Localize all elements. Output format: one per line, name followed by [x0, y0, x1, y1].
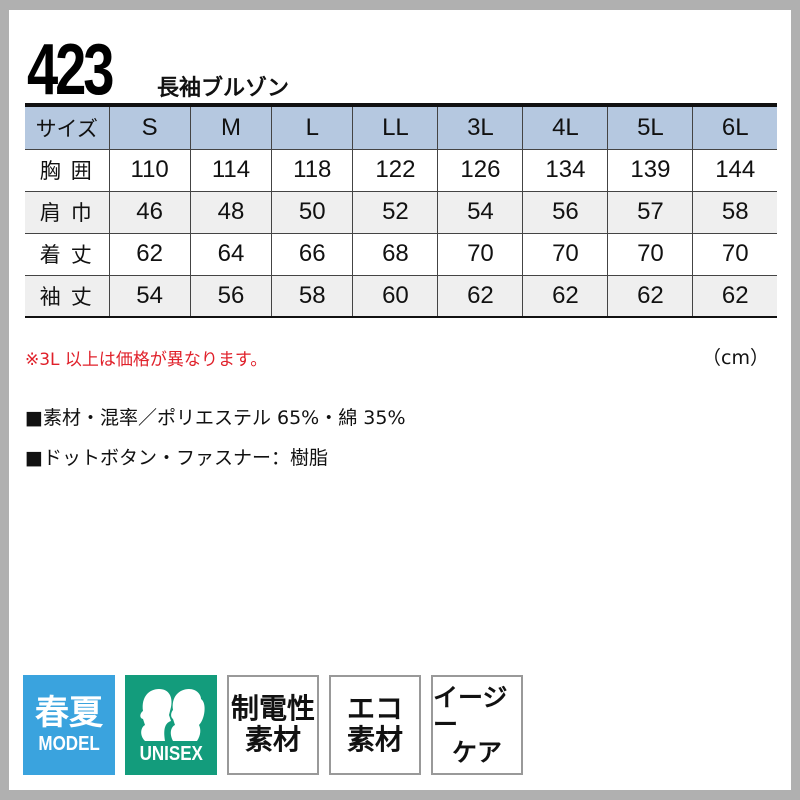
badge-text: 素材 [244, 723, 301, 756]
cell: 48 [189, 190, 273, 234]
table-row: 着丈 62 64 66 68 70 70 70 70 [25, 232, 777, 276]
cell: 68 [352, 232, 439, 276]
cell: 70 [692, 232, 777, 276]
product-name: 長袖ブルゾン [157, 76, 290, 101]
cell: 54 [108, 274, 191, 318]
header-cell: 4L [522, 104, 609, 150]
cell: 114 [189, 148, 273, 192]
cell: 64 [189, 232, 273, 276]
cell: 60 [352, 274, 439, 318]
unit-label: （cm） [702, 347, 769, 369]
cell: 54 [437, 190, 524, 234]
size-table: サイズ S M L LL 3L 4L 5L 6L 胸囲 110 114 118 … [25, 103, 777, 318]
table-header-row: サイズ S M L LL 3L 4L 5L 6L [25, 104, 777, 150]
model-number: 423 [27, 30, 114, 110]
table-row: 肩巾 46 48 50 52 54 56 57 58 [25, 190, 777, 234]
antistatic-badge: 制電性 素材 [227, 675, 319, 775]
size-chart-panel: 423 長袖ブルゾン サイズ S M L LL 3L 4L 5L 6L 胸囲 1… [9, 10, 791, 790]
feature-badges: 春夏 MODEL UNISEX 制電性 素材 エコ 素材 イージー ケア [23, 675, 523, 775]
cell: 70 [522, 232, 609, 276]
badge-text: ケア [451, 737, 502, 767]
badge-text: 春夏 [35, 693, 103, 734]
cell: 52 [352, 190, 439, 234]
badge-text: 素材 [346, 723, 403, 756]
badge-text: エコ [346, 692, 403, 726]
badge-text: イージー [433, 682, 508, 740]
cell: 58 [271, 274, 354, 318]
row-label: 胸囲 [25, 148, 110, 192]
cell: 70 [437, 232, 524, 276]
cell: 66 [271, 232, 354, 276]
cell: 139 [607, 148, 694, 192]
material-spec: ■素材・混率／ポリエステル 65%・綿 35% [25, 407, 406, 429]
cell: 56 [189, 274, 273, 318]
cell: 46 [108, 190, 191, 234]
row-label: 肩巾 [25, 190, 110, 234]
cell: 56 [522, 190, 609, 234]
row-label: 着丈 [25, 232, 110, 276]
cell: 50 [271, 190, 354, 234]
cell: 62 [108, 232, 191, 276]
cell: 62 [437, 274, 524, 318]
unisex-badge: UNISEX [125, 675, 217, 775]
header-cell: LL [352, 104, 439, 150]
cell: 144 [692, 148, 777, 192]
header-cell: S [108, 104, 191, 150]
badge-text: UNISEX [139, 743, 203, 765]
spring-summer-badge: 春夏 MODEL [23, 675, 115, 775]
cell: 110 [108, 148, 191, 192]
badge-text: MODEL [38, 732, 100, 755]
cell: 62 [692, 274, 777, 318]
badge-text: 制電性 [230, 692, 315, 726]
cell: 134 [522, 148, 609, 192]
cell: 122 [352, 148, 439, 192]
header-cell: サイズ [25, 104, 110, 150]
price-note: ※3L 以上は価格が異なります。 [25, 350, 268, 370]
table-row: 袖丈 54 56 58 60 62 62 62 62 [25, 274, 777, 318]
cell: 118 [271, 148, 354, 192]
cell: 62 [522, 274, 609, 318]
cell: 70 [607, 232, 694, 276]
header-cell: 5L [607, 104, 694, 150]
easy-care-badge: イージー ケア [431, 675, 523, 775]
row-label: 袖丈 [25, 274, 110, 318]
cell: 57 [607, 190, 694, 234]
header-cell: 3L [437, 104, 524, 150]
fastener-spec: ■ドットボタン・ファスナー：樹脂 [25, 447, 328, 469]
header-cell: 6L [692, 104, 777, 150]
cell: 126 [437, 148, 524, 192]
header-cell: L [271, 104, 354, 150]
cell: 58 [692, 190, 777, 234]
male-female-silhouette-icon [140, 689, 205, 741]
eco-badge: エコ 素材 [329, 675, 421, 775]
cell: 62 [607, 274, 694, 318]
header-cell: M [189, 104, 273, 150]
table-row: 胸囲 110 114 118 122 126 134 139 144 [25, 148, 777, 192]
